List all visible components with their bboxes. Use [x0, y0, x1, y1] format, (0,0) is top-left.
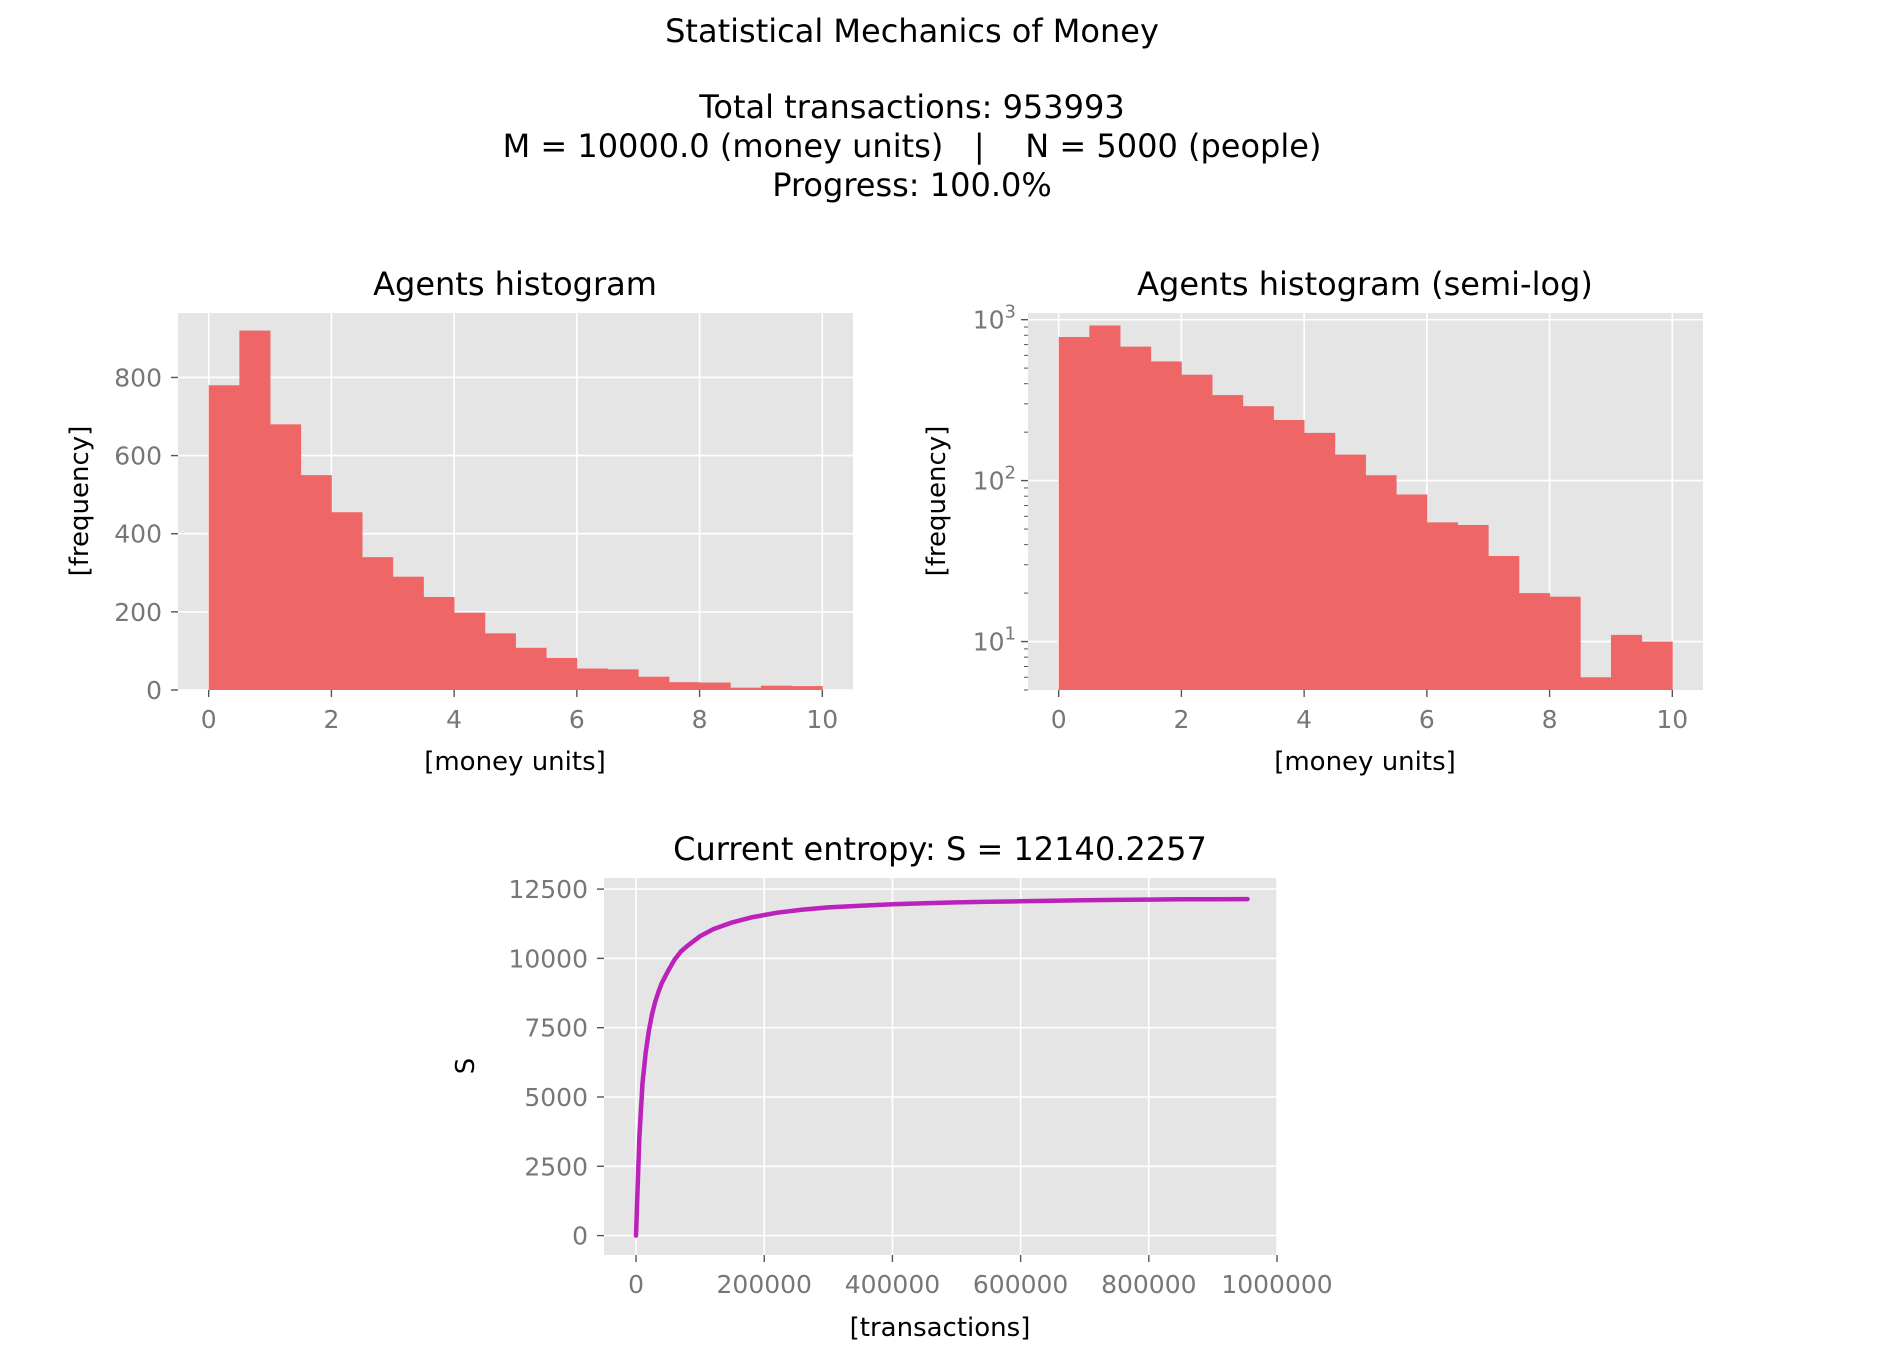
suptitle-line-4: M = 10000.0 (money units) | N = 5000 (pe…	[503, 127, 1322, 165]
entropy-series-line	[633, 896, 1250, 1238]
entropy-ytick-label: 5000	[524, 1083, 588, 1112]
hist-linear-bar	[730, 687, 762, 690]
hist-semilog-bar	[1150, 361, 1182, 690]
hist-linear-chart: 0 2 4 6 8 10 0 200 400 600 800 Agents histogram [m…	[65, 265, 853, 777]
hist-linear-bar	[515, 647, 547, 690]
hist-linear-bar	[270, 424, 302, 690]
hist-semilog-ytick-exp: 2	[1005, 463, 1016, 484]
hist-semilog-bar	[1580, 677, 1612, 690]
hist-linear-title: Agents histogram	[373, 265, 657, 303]
hist-linear-xtick-label: 8	[692, 705, 708, 734]
hist-semilog-bar	[1426, 522, 1458, 690]
hist-linear-bar	[362, 557, 394, 690]
hist-linear-bar	[208, 385, 240, 690]
hist-linear-ytick-label: 800	[114, 363, 162, 392]
hist-linear-bar	[423, 597, 455, 690]
hist-linear-bar	[484, 633, 516, 690]
hist-semilog-ytick-base: 10	[973, 467, 1005, 496]
hist-linear-xtick-label: 6	[569, 705, 585, 734]
hist-semilog-xtick-label: 10	[1656, 705, 1688, 734]
entropy-xtick-label: 200000	[717, 1270, 812, 1299]
hist-linear-bar	[546, 657, 578, 690]
hist-linear-bar	[760, 685, 793, 690]
hist-semilog-bar	[1641, 641, 1673, 690]
hist-semilog-bar	[1120, 346, 1152, 690]
hist-linear-bar	[392, 576, 424, 690]
hist-semilog-ylabel: [frequency]	[922, 426, 952, 577]
hist-semilog-bar	[1273, 419, 1305, 690]
hist-linear-xtick-label: 4	[446, 705, 462, 734]
hist-semilog-bar	[1242, 406, 1274, 690]
hist-semilog-ytick-base: 10	[973, 306, 1005, 335]
hist-linear-ytick-label: 400	[114, 520, 162, 549]
hist-linear-bar	[576, 668, 608, 690]
hist-semilog-bar	[1396, 494, 1428, 690]
entropy-xtick-label: 800000	[1101, 1270, 1196, 1299]
entropy-xtick-label: 0	[628, 1270, 644, 1299]
suptitle-line-1: Statistical Mechanics of Money	[665, 12, 1159, 50]
suptitle-line-3: Total transactions: 953993	[698, 88, 1124, 126]
hist-semilog-bar	[1610, 634, 1643, 690]
hist-semilog-bar	[1549, 596, 1581, 690]
entropy-ytick-label: 12500	[508, 875, 588, 904]
entropy-xtick-label: 400000	[845, 1270, 940, 1299]
hist-linear-ylabel: [frequency]	[65, 426, 95, 577]
hist-linear-ytick-label: 200	[114, 598, 162, 627]
hist-semilog-xlabel: [money units]	[1274, 747, 1456, 777]
hist-linear-ytick-label: 600	[114, 442, 162, 471]
hist-semilog-xtick-label: 2	[1173, 705, 1189, 734]
hist-semilog-bar	[1058, 337, 1090, 690]
entropy-xtick-label: 1000000	[1221, 1270, 1332, 1299]
entropy-ytick-label: 2500	[524, 1152, 588, 1181]
hist-semilog-ytick-exp: 1	[1005, 624, 1016, 645]
hist-semilog-bar	[1334, 454, 1366, 690]
hist-semilog-bar	[1304, 432, 1336, 690]
entropy-plot-area	[604, 878, 1277, 1255]
hist-semilog-title: Agents histogram (semi-log)	[1137, 265, 1593, 303]
hist-linear-bar	[699, 682, 731, 690]
suptitle: Statistical Mechanics of Money Total tra…	[503, 12, 1322, 204]
entropy-xlabel: [transactions]	[850, 1313, 1031, 1343]
hist-linear-bar	[607, 669, 639, 690]
hist-semilog-xtick-label: 6	[1419, 705, 1435, 734]
entropy-ytick-label: 0	[572, 1222, 588, 1251]
hist-semilog-bar	[1212, 395, 1244, 690]
hist-semilog-bar	[1518, 593, 1550, 690]
hist-semilog-bar	[1488, 556, 1520, 690]
hist-linear-bar	[331, 512, 363, 690]
hist-semilog-xtick-label: 0	[1051, 705, 1067, 734]
hist-semilog-xtick-label: 8	[1542, 705, 1558, 734]
entropy-xtick-label: 600000	[973, 1270, 1068, 1299]
hist-semilog-xtick-label: 4	[1296, 705, 1312, 734]
hist-semilog-ytick-label: 103	[973, 302, 1016, 335]
hist-linear-bar	[239, 330, 271, 690]
hist-linear-xlabel: [money units]	[424, 747, 606, 777]
hist-linear-xtick-label: 2	[323, 705, 339, 734]
hist-linear-bar	[668, 682, 700, 690]
hist-semilog-bar	[1457, 524, 1489, 690]
hist-linear-bar	[454, 612, 486, 690]
entropy-title: Current entropy: S = 12140.2257	[673, 830, 1207, 868]
hist-linear-bar	[300, 475, 332, 690]
entropy-ylabel: S	[451, 1058, 481, 1075]
hist-linear-bar	[638, 676, 670, 690]
hist-semilog-ytick-label: 101	[973, 624, 1016, 657]
hist-semilog-ytick-base: 10	[973, 628, 1005, 657]
hist-semilog-bar	[1181, 374, 1213, 690]
hist-linear-xtick-label: 0	[201, 705, 217, 734]
hist-semilog-bar	[1089, 325, 1121, 690]
entropy-ytick-label: 10000	[508, 944, 588, 973]
hist-semilog-ytick-label: 102	[973, 463, 1016, 496]
hist-linear-xtick-label: 10	[806, 705, 838, 734]
hist-linear-bar	[791, 686, 823, 690]
entropy-chart: 0 200000 400000 600000 800000 1000000 0 2500 500…	[451, 830, 1333, 1343]
hist-semilog-bar	[1365, 475, 1397, 690]
suptitle-line-5: Progress: 100.0%	[772, 166, 1052, 204]
hist-semilog-ytick-exp: 3	[1005, 302, 1016, 323]
entropy-ytick-label: 7500	[524, 1014, 588, 1043]
hist-linear-ytick-label: 0	[146, 676, 162, 705]
